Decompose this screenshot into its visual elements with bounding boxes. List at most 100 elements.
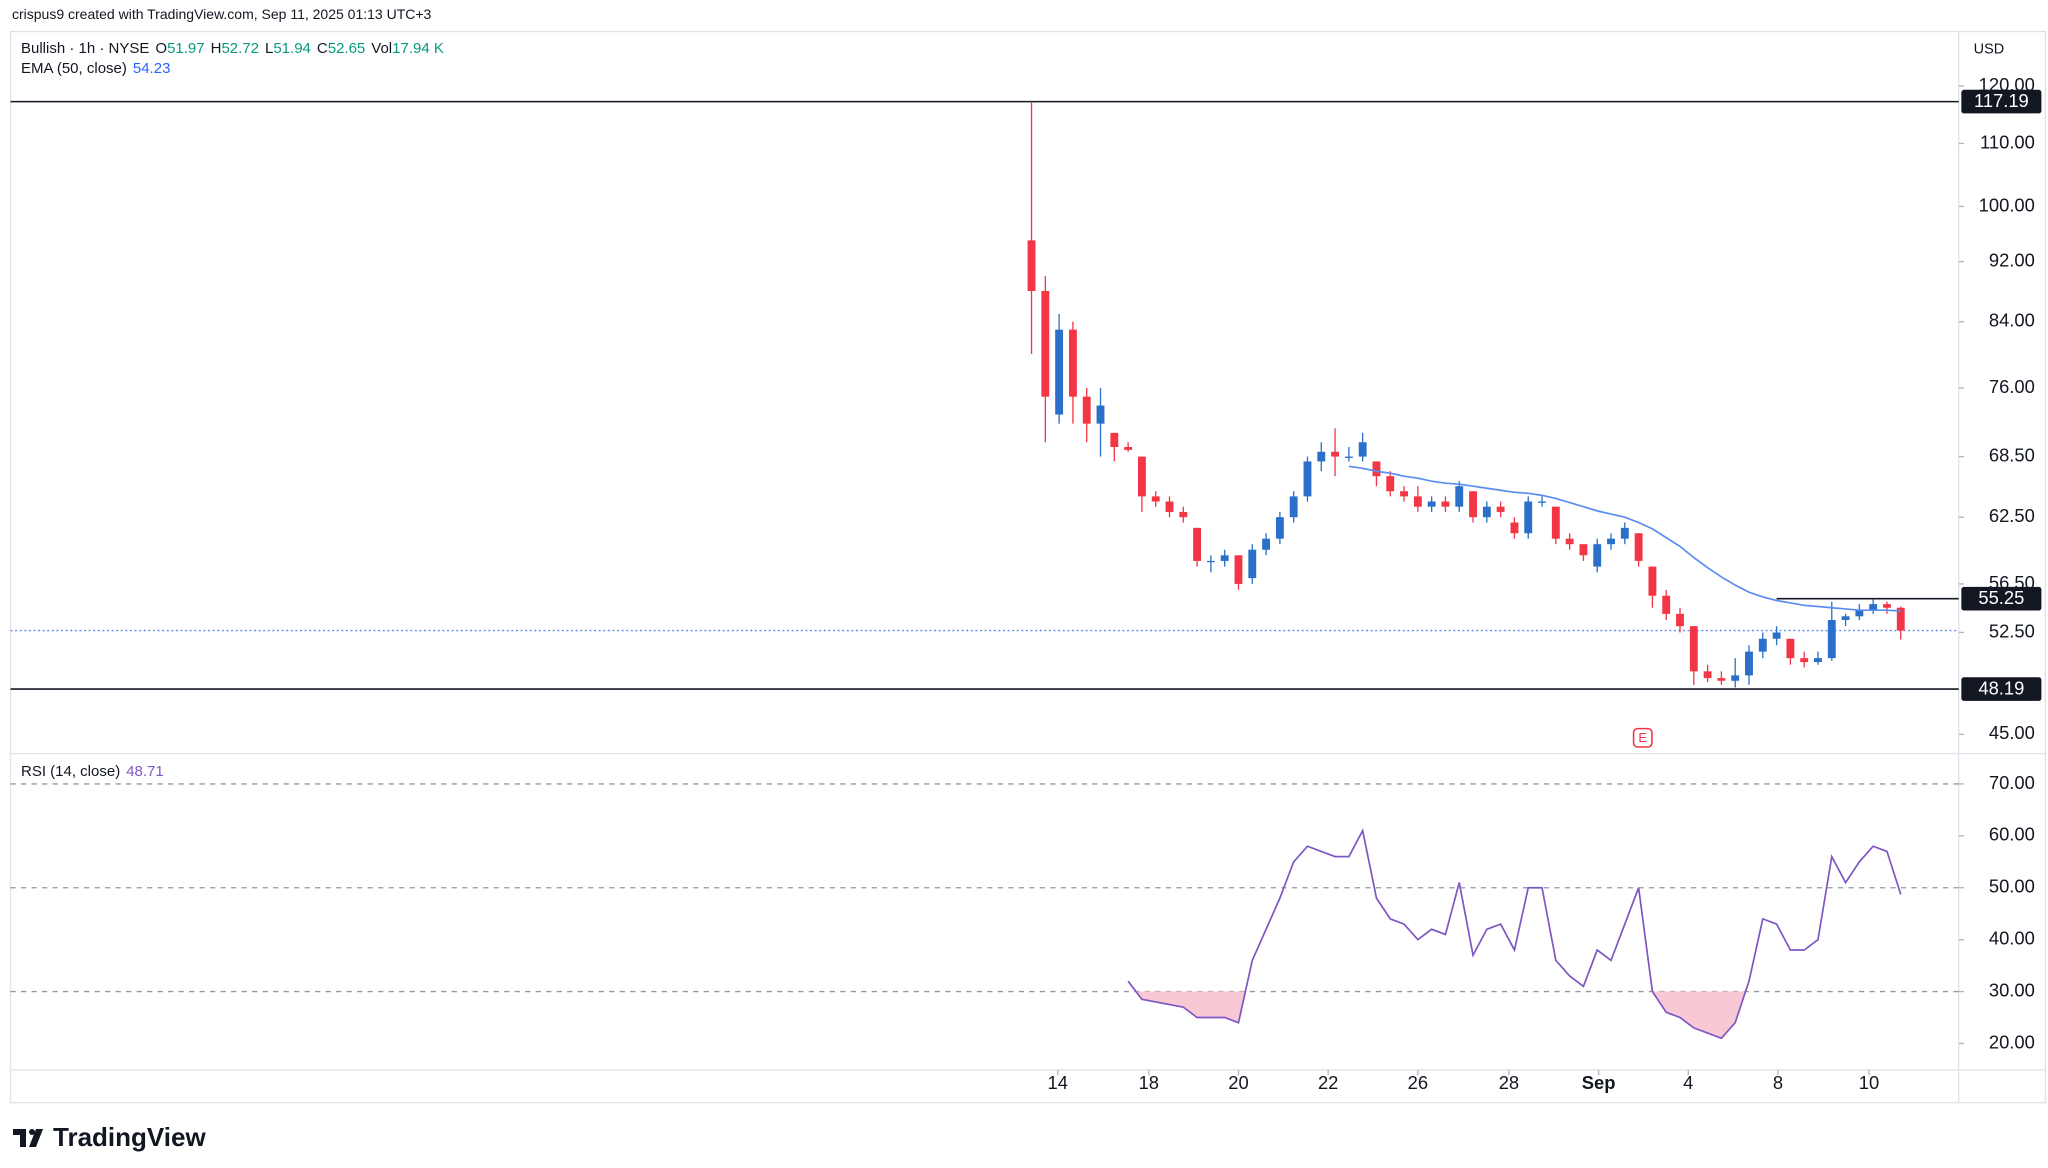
y-tick-label: 100.00 — [1979, 194, 2035, 215]
candle-body — [1869, 604, 1878, 611]
candle-body — [1165, 501, 1174, 512]
legend-label: Vol — [371, 40, 393, 57]
price-level-box — [1961, 89, 2042, 114]
candle-body — [1441, 501, 1450, 507]
legend-item: O51.97 — [155, 40, 204, 57]
rsi-legend: RSI (14, close) 48.71 — [21, 763, 164, 780]
legend-value: 51.94 — [273, 40, 311, 57]
y-tick-label: 76.00 — [1989, 376, 2035, 397]
candle-body — [1400, 491, 1408, 497]
candle-body — [1772, 632, 1781, 639]
price-level-label: 48.19 — [1978, 678, 2024, 699]
candle-body — [1662, 595, 1671, 614]
x-tick-label: 18 — [1139, 1072, 1159, 1093]
legend-value: 51.97 — [167, 40, 205, 57]
candle-body — [1137, 456, 1146, 497]
x-tick-label: Sep — [1582, 1072, 1616, 1093]
rsi-oversold-fill — [1128, 991, 1901, 1039]
brand-name: TradingView — [53, 1122, 206, 1152]
candle-body — [1372, 461, 1381, 477]
candle-body — [1234, 555, 1243, 584]
ema-line — [1348, 465, 1901, 612]
earnings-label: E — [1638, 730, 1647, 745]
candle-body — [1469, 491, 1477, 518]
currency: USD — [1974, 42, 2004, 58]
candle-body — [1041, 290, 1050, 397]
candle-body — [1551, 506, 1560, 539]
ema-name: EMA (50, close) — [21, 60, 127, 77]
candle-body — [1220, 555, 1229, 561]
candle-body — [1206, 560, 1215, 563]
candle-body — [1524, 501, 1533, 534]
y-tick-label: 45.00 — [1989, 722, 2035, 743]
chart-frame — [9, 30, 2047, 1104]
candle-body — [1676, 613, 1684, 627]
x-tick-label: 14 — [1048, 1072, 1068, 1093]
y-tick-label: 120.00 — [1979, 74, 2035, 95]
price-level-box — [1961, 677, 2042, 701]
candle-body — [1717, 678, 1726, 681]
x-tick-label: 28 — [1499, 1072, 1519, 1093]
candle-body — [1827, 619, 1836, 659]
candle-body — [1565, 538, 1574, 545]
y-tick-label: 52.50 — [1989, 620, 2035, 641]
price-labels: 117.19 55.25 48.19 — [1961, 89, 2042, 701]
rsi-value: 48.71 — [126, 763, 164, 780]
candle-body — [1758, 638, 1767, 652]
y-tick-label: 92.00 — [1989, 249, 2035, 270]
rsi-pane — [10, 783, 1959, 1040]
y-tick-label: 84.00 — [1989, 310, 2035, 331]
brand-icon — [13, 1128, 43, 1147]
candle-body — [1027, 240, 1036, 291]
candle-body — [1317, 451, 1326, 462]
candle-body — [1883, 604, 1891, 608]
candle-body — [1124, 447, 1133, 450]
legend-label: H — [210, 40, 222, 57]
legend-value: 52.72 — [221, 40, 259, 57]
candle-body — [1275, 517, 1284, 539]
x-tick-label: 22 — [1318, 1072, 1338, 1093]
symbol-title: Bullish · 1h · NYSE — [21, 40, 150, 57]
candle-body — [1413, 496, 1422, 507]
earnings-marker — [1632, 727, 1653, 748]
legend-item: L51.94 — [265, 40, 311, 57]
candle-body — [1068, 329, 1077, 397]
candle-body — [1179, 511, 1188, 518]
candle-body — [1248, 549, 1257, 579]
x-tick-label: 8 — [1773, 1072, 1783, 1093]
candle-body — [1193, 527, 1202, 561]
legend-label: L — [265, 40, 274, 57]
candle-body — [1358, 442, 1367, 457]
price-level-label: 55.25 — [1978, 587, 2024, 608]
candle-body — [1800, 658, 1809, 663]
price-pane: E — [10, 100, 1959, 748]
candle-body — [1855, 610, 1864, 617]
y-tick-label: 40.00 — [1989, 928, 2035, 949]
candle-body — [1593, 544, 1602, 567]
attribution-text: crispus9 created with TradingView.com, S… — [12, 6, 432, 22]
y-tick-label: 60.00 — [1989, 824, 2035, 845]
x-tick-label: 4 — [1683, 1072, 1693, 1093]
candle-body — [1303, 461, 1312, 497]
candle-body — [1289, 496, 1298, 518]
rsi-line — [1127, 828, 1902, 1040]
candle-body — [1538, 501, 1546, 503]
candle-body — [1896, 607, 1905, 631]
legend-label: O — [155, 40, 168, 57]
candle-body — [1689, 626, 1698, 672]
candle-body — [1110, 432, 1119, 448]
legend-item: H52.72 — [211, 40, 259, 57]
candle-body — [1731, 675, 1740, 681]
legend-item: C52.65 — [317, 40, 365, 57]
ema-legend: EMA (50, close) 54.23 — [21, 60, 170, 77]
candle-body — [1151, 496, 1160, 502]
ohlc-legend: Bullish · 1h · NYSE O51.97 H52.72 L51.94 C5… — [21, 40, 444, 57]
candle-body — [1482, 506, 1491, 518]
rsi-name: RSI (14, close) — [21, 763, 121, 780]
legend-value: 52.65 — [327, 40, 366, 57]
candle-body — [1745, 651, 1753, 676]
y-tick-label: 20.00 — [1989, 1031, 2035, 1052]
candle-body — [1262, 538, 1271, 550]
